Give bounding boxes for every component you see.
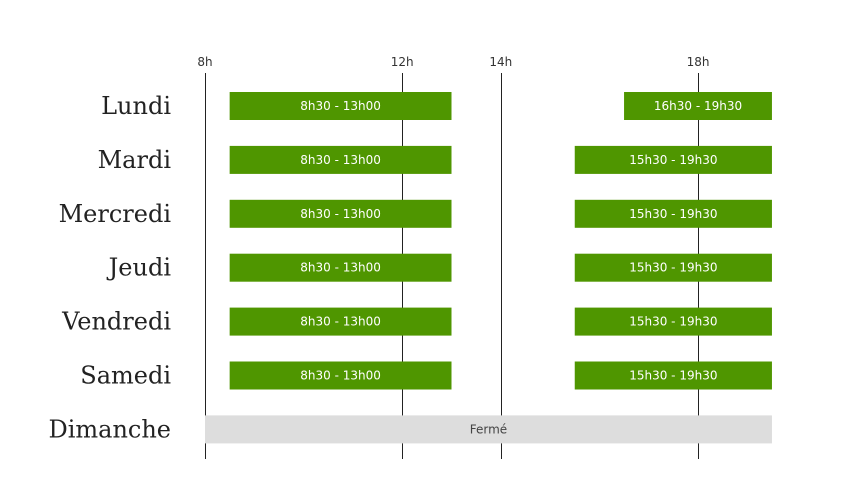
day-label-mardi: Mardi <box>98 146 172 174</box>
day-labels: Lundi Mardi Mercredi Jeudi Vendredi Samedi Dim… <box>48 92 171 443</box>
tick-label-8h: 8h <box>197 55 212 69</box>
open-bar-jeudi-2 <box>574 253 772 282</box>
open-bar-lundi-1 <box>229 92 452 120</box>
open-bar-vendredi-2 <box>574 307 772 336</box>
closed-label-dimanche: Fermé <box>470 422 507 436</box>
day-label-mercredi: Mercredi <box>59 200 172 228</box>
day-label-samedi: Samedi <box>80 362 171 390</box>
bar-label-mardi-2: 15h30 - 19h30 <box>629 153 717 167</box>
bar-label-lundi-1: 8h30 - 13h00 <box>300 99 381 113</box>
day-label-dimanche: Dimanche <box>48 415 171 443</box>
bar-label-lundi-2: 16h30 - 19h30 <box>654 99 742 113</box>
open-bar-mardi-2 <box>574 145 772 174</box>
tick-label-14h: 14h <box>489 55 512 69</box>
opening-bars: 8h30 - 13h00 16h30 - 19h30 8h30 - 13h00 15h… <box>205 92 772 444</box>
bar-label-mercredi-2: 15h30 - 19h30 <box>629 207 717 221</box>
bar-label-mercredi-1: 8h30 - 13h00 <box>300 207 381 221</box>
bar-label-vendredi-1: 8h30 - 13h00 <box>300 315 381 329</box>
bar-label-jeudi-1: 8h30 - 13h00 <box>300 261 381 275</box>
open-bar-vendredi-1 <box>229 307 452 336</box>
bar-label-vendredi-2: 15h30 - 19h30 <box>629 315 717 329</box>
bar-label-samedi-1: 8h30 - 13h00 <box>300 369 381 383</box>
open-bar-mardi-1 <box>229 145 452 174</box>
open-bar-jeudi-1 <box>229 253 452 282</box>
closed-bar-dimanche <box>205 415 772 444</box>
open-bar-samedi-2 <box>574 361 772 390</box>
day-label-lundi: Lundi <box>101 92 171 120</box>
open-bar-mercredi-1 <box>229 199 452 228</box>
open-bar-lundi-2 <box>624 92 772 120</box>
bar-label-samedi-2: 15h30 - 19h30 <box>629 369 717 383</box>
day-label-vendredi: Vendredi <box>61 308 171 336</box>
bar-label-mardi-1: 8h30 - 13h00 <box>300 153 381 167</box>
hour-tick-labels: 8h 12h 14h 18h <box>197 55 709 69</box>
tick-label-12h: 12h <box>391 55 414 69</box>
bar-label-jeudi-2: 15h30 - 19h30 <box>629 261 717 275</box>
open-bar-mercredi-2 <box>574 199 772 228</box>
tick-label-18h: 18h <box>687 55 710 69</box>
day-label-jeudi: Jeudi <box>106 254 172 282</box>
open-bar-samedi-1 <box>229 361 452 390</box>
